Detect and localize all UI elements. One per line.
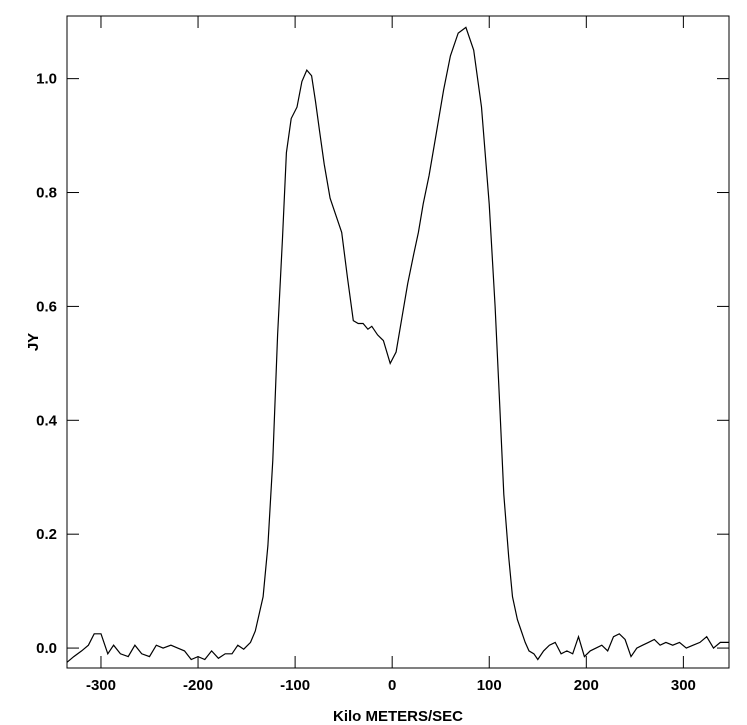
y-tick-label: 0.4 bbox=[36, 412, 58, 429]
plot-frame bbox=[66, 15, 730, 669]
series-line bbox=[66, 26, 729, 663]
x-tick-labels: -300 -200 -100 0 100 200 300 bbox=[86, 677, 696, 694]
y-tick-label: 0.6 bbox=[36, 298, 57, 315]
y-tick-label: 0.2 bbox=[36, 526, 57, 543]
x-tick-label: 100 bbox=[477, 677, 502, 694]
y-tick-label: 0.0 bbox=[36, 640, 57, 657]
x-tick-label: 300 bbox=[671, 677, 696, 694]
y-tick-label: 0.8 bbox=[36, 185, 57, 202]
x-tick-label: -200 bbox=[183, 677, 213, 694]
x-tick-label: -100 bbox=[280, 677, 310, 694]
x-tick-label: -300 bbox=[86, 677, 116, 694]
x-tick-label: 200 bbox=[574, 677, 599, 694]
x-tick-label: 0 bbox=[388, 677, 396, 694]
x-axis-title: Kilo METERS/SEC bbox=[333, 708, 463, 725]
y-tick-labels: 0.0 0.2 0.4 0.6 0.8 1.0 bbox=[36, 71, 58, 657]
y-axis-title: JY bbox=[25, 333, 42, 351]
y-tick-label: 1.0 bbox=[36, 71, 57, 88]
axis-ticks bbox=[67, 16, 729, 668]
